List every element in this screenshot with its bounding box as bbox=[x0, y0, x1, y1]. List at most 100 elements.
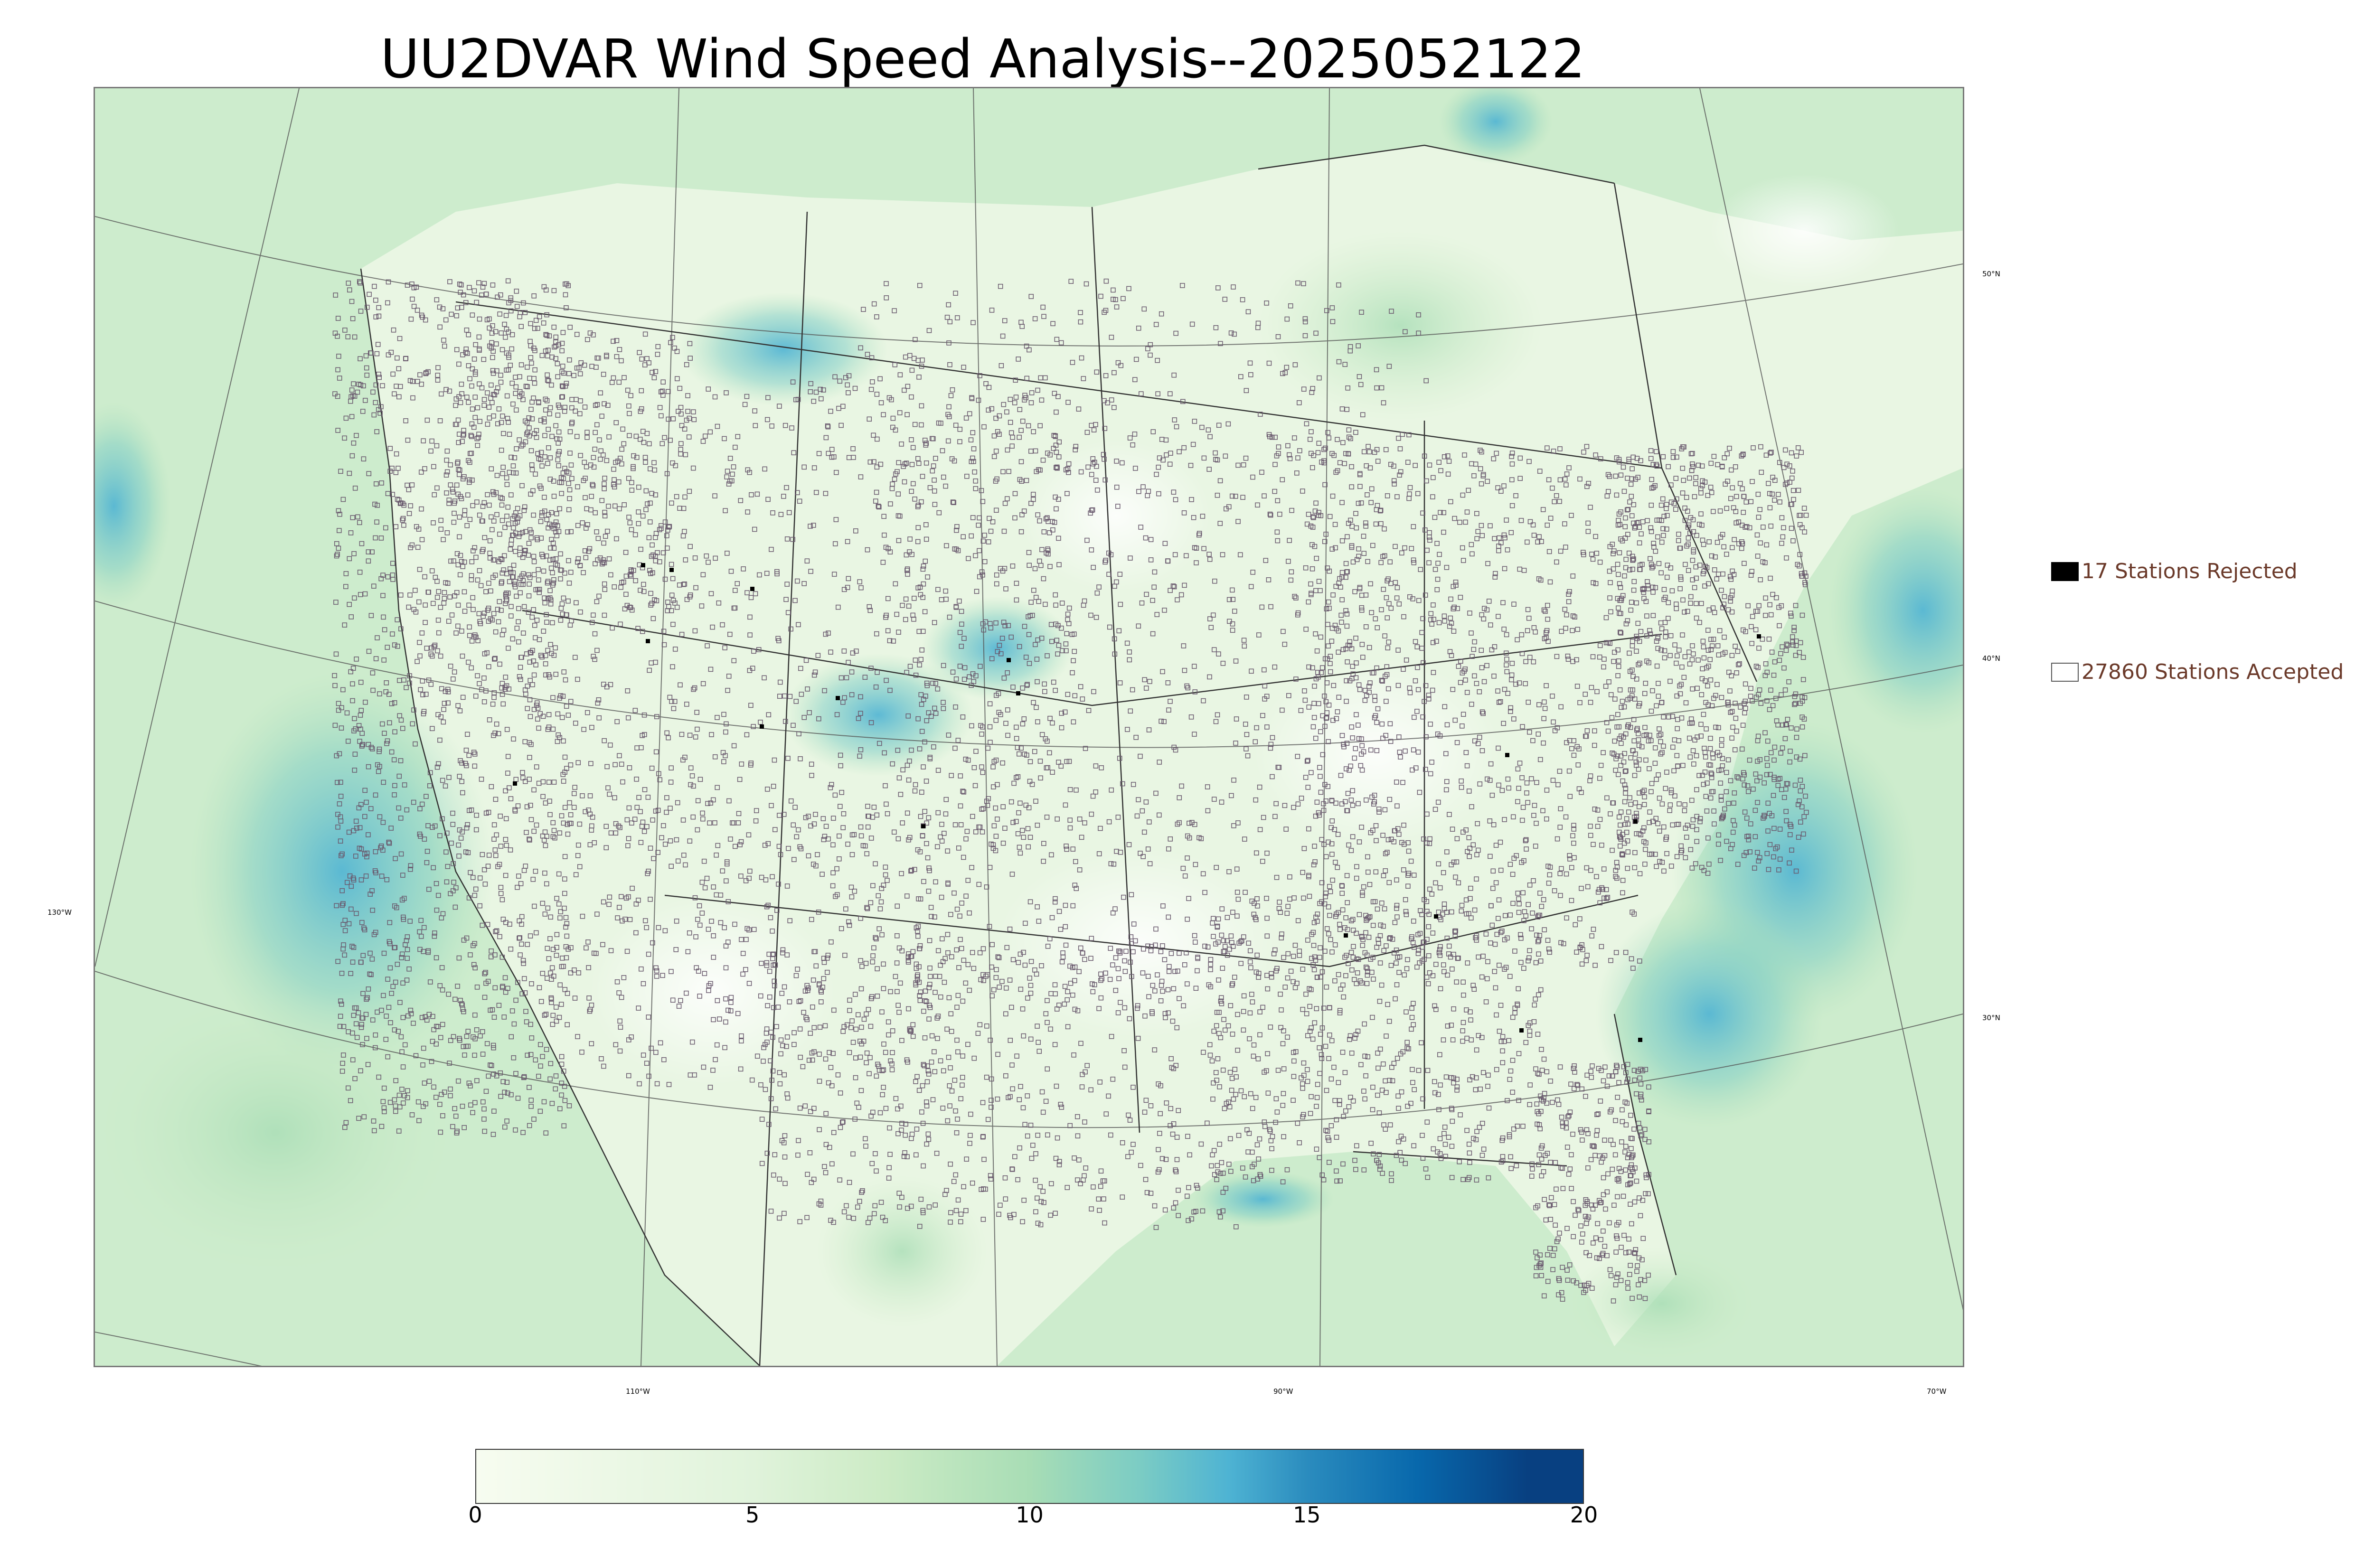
station-marker bbox=[523, 1009, 528, 1014]
station-marker bbox=[466, 458, 471, 463]
station-marker bbox=[454, 1128, 460, 1134]
station-marker bbox=[542, 495, 547, 500]
station-marker bbox=[346, 829, 352, 835]
station-marker bbox=[356, 1010, 361, 1015]
station-marker bbox=[535, 451, 540, 456]
station-marker bbox=[540, 901, 546, 906]
station-marker bbox=[392, 642, 397, 648]
station-marker bbox=[441, 707, 446, 712]
station-marker bbox=[358, 382, 363, 388]
station-marker bbox=[485, 864, 491, 869]
station-marker bbox=[393, 1078, 398, 1083]
station-marker bbox=[502, 1089, 507, 1095]
station-marker bbox=[437, 418, 443, 423]
station-marker bbox=[362, 591, 368, 597]
station-marker bbox=[426, 1079, 432, 1084]
station-marker bbox=[500, 917, 506, 922]
station-marker bbox=[494, 832, 499, 838]
station-marker bbox=[563, 924, 568, 930]
station-marker bbox=[649, 765, 655, 771]
station-marker bbox=[348, 669, 353, 675]
station-marker bbox=[494, 368, 499, 374]
station-marker bbox=[490, 527, 495, 533]
station-marker bbox=[441, 719, 446, 725]
station-marker bbox=[474, 499, 480, 505]
station-marker bbox=[498, 495, 503, 500]
station-marker bbox=[509, 1092, 514, 1098]
station-marker bbox=[370, 389, 376, 395]
station-marker bbox=[415, 308, 420, 313]
station-marker bbox=[832, 572, 837, 577]
station-marker bbox=[492, 392, 498, 398]
station-marker bbox=[391, 327, 396, 333]
station-marker bbox=[528, 1022, 533, 1027]
station-marker bbox=[499, 955, 505, 960]
station-marker bbox=[890, 761, 895, 767]
station-marker bbox=[338, 1014, 343, 1019]
station-marker bbox=[372, 501, 377, 507]
station-marker bbox=[419, 801, 425, 807]
station-marker bbox=[400, 726, 405, 731]
station-marker bbox=[492, 985, 498, 991]
station-marker bbox=[460, 439, 465, 444]
station-marker bbox=[531, 559, 537, 564]
station-marker bbox=[556, 429, 562, 435]
station-marker bbox=[355, 514, 360, 520]
station-marker bbox=[346, 281, 351, 286]
station-marker bbox=[363, 1012, 369, 1017]
station-marker bbox=[408, 1011, 414, 1016]
station-marker bbox=[350, 316, 356, 321]
station-marker bbox=[451, 880, 456, 885]
station-marker bbox=[393, 524, 399, 529]
station-marker bbox=[450, 489, 456, 495]
station-marker bbox=[564, 933, 570, 939]
station-marker bbox=[433, 574, 438, 580]
station-marker bbox=[558, 693, 564, 698]
station-marker bbox=[858, 694, 863, 700]
station-marker bbox=[668, 806, 673, 811]
station-marker bbox=[562, 876, 567, 882]
station-marker bbox=[350, 698, 355, 704]
wind-speed-map[interactable] bbox=[95, 88, 1963, 1366]
station-marker bbox=[556, 732, 561, 738]
station-marker bbox=[466, 400, 471, 405]
station-marker bbox=[921, 563, 926, 569]
station-marker bbox=[552, 522, 557, 527]
station-marker bbox=[349, 944, 355, 949]
station-marker bbox=[424, 849, 430, 854]
station-marker bbox=[961, 789, 967, 795]
station-marker bbox=[369, 888, 375, 893]
station-marker bbox=[498, 885, 504, 890]
station-marker bbox=[751, 724, 756, 729]
station-marker bbox=[399, 955, 405, 960]
station-marker bbox=[418, 934, 424, 939]
station-marker bbox=[335, 552, 340, 557]
station-marker bbox=[573, 655, 578, 660]
station-marker bbox=[462, 761, 468, 766]
station-marker bbox=[490, 701, 496, 707]
station-marker bbox=[401, 914, 406, 920]
map-frame[interactable] bbox=[94, 87, 1964, 1367]
station-marker bbox=[486, 581, 491, 586]
station-marker bbox=[543, 653, 548, 658]
station-marker bbox=[506, 329, 511, 335]
station-marker bbox=[439, 915, 444, 920]
station-marker bbox=[434, 594, 440, 600]
station-marker bbox=[351, 728, 357, 733]
station-marker bbox=[472, 751, 478, 757]
station-marker bbox=[559, 715, 565, 720]
station-marker bbox=[547, 812, 553, 817]
station-marker bbox=[554, 945, 559, 950]
station-marker bbox=[358, 592, 363, 597]
station-marker bbox=[422, 466, 427, 471]
station-marker bbox=[542, 911, 548, 917]
station-marker bbox=[451, 861, 456, 866]
station-marker bbox=[511, 1021, 517, 1027]
station-marker bbox=[816, 451, 822, 456]
station-marker bbox=[432, 933, 437, 939]
station-marker bbox=[396, 394, 402, 400]
station-marker bbox=[356, 1116, 361, 1121]
station-marker bbox=[603, 845, 609, 850]
station-marker bbox=[525, 1052, 530, 1058]
station-marker bbox=[468, 1102, 473, 1108]
